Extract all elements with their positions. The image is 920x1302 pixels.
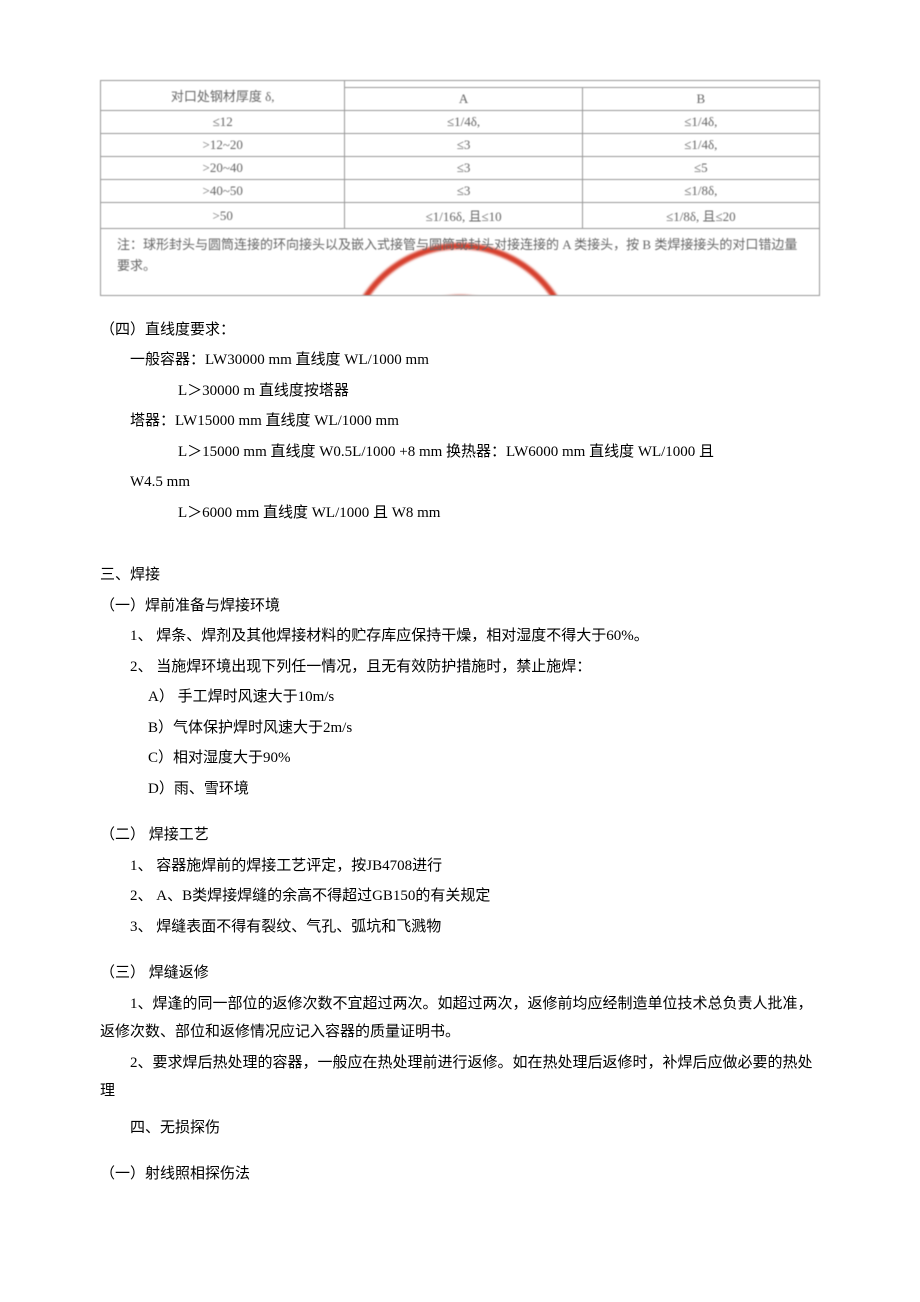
cell-a: ≤1/4δ, xyxy=(345,111,582,134)
col-header-blank xyxy=(345,81,820,88)
document-page: 对口处钢材厚度 δ, A B ≤12 ≤1/4δ, ≤1/4δ, >12~20 … xyxy=(0,0,920,1251)
table-note-row: 注：球形封头与圆筒连接的环向接头以及嵌入式接管与圆筒或封头对接连接的 A 类接头… xyxy=(101,229,820,296)
cell-a: ≤3 xyxy=(345,180,582,203)
table-header-row: 对口处钢材厚度 δ, xyxy=(101,81,820,88)
cell-c1: >50 xyxy=(101,203,345,229)
cell-c1: >40~50 xyxy=(101,180,345,203)
table-row: >40~50 ≤3 ≤1/8δ, xyxy=(101,180,820,203)
cell-c1: >12~20 xyxy=(101,134,345,157)
subheading-repair: （三） 焊缝返修 xyxy=(100,959,820,988)
stamp-fill-icon xyxy=(370,295,550,296)
paragraph: 1、焊逢的同一部位的返修次数不宜超过两次。如超过两次，返修前均应经制造单位技术总… xyxy=(100,990,820,1047)
subheading-prep: （一）焊前准备与焊接环境 xyxy=(100,592,820,621)
table-row: >50 ≤1/16δ, 且≤10 ≤1/8δ, 且≤20 xyxy=(101,203,820,229)
item: 3、 焊缝表面不得有裂纹、气孔、弧坑和飞溅物 xyxy=(100,913,820,942)
misalignment-table: 对口处钢材厚度 δ, A B ≤12 ≤1/4δ, ≤1/4δ, >12~20 … xyxy=(100,80,820,296)
paragraph: 2、要求焊后热处理的容器，一般应在热处理前进行返修。如在热处理后返修时，补焊后应… xyxy=(100,1049,820,1106)
cell-b: ≤1/8δ, xyxy=(582,180,819,203)
line: L＞6000 mm 直线度 WL/1000 且 W8 mm xyxy=(100,499,820,528)
note-label: 注： xyxy=(117,237,143,252)
item: 2、 A、B类焊接焊缝的余高不得超过GB150的有关规定 xyxy=(100,882,820,911)
misalignment-table-wrap: 对口处钢材厚度 δ, A B ≤12 ≤1/4δ, ≤1/4δ, >12~20 … xyxy=(100,80,820,296)
col-header-a: A xyxy=(345,88,582,111)
note-body: 球形封头与圆筒连接的环向接头以及嵌入式接管与圆筒或封头对接连接的 A 类接头，按… xyxy=(117,237,797,273)
item: 1、 焊条、焊剂及其他焊接材料的贮存库应保持干燥，相对湿度不得大于60%。 xyxy=(100,622,820,651)
cell-c1: >20~40 xyxy=(101,157,345,180)
subitem: A） 手工焊时风速大于10m/s xyxy=(100,683,820,712)
cell-a: ≤3 xyxy=(345,157,582,180)
col-header-thickness: 对口处钢材厚度 δ, xyxy=(101,81,345,111)
table-row: ≤12 ≤1/4δ, ≤1/4δ, xyxy=(101,111,820,134)
heading-4: （四）直线度要求： xyxy=(100,316,820,345)
section-straightness: （四）直线度要求： 一般容器：LW30000 mm 直线度 WL/1000 mm… xyxy=(100,316,820,528)
line: 塔器：LW15000 mm 直线度 WL/1000 mm xyxy=(100,407,820,436)
subheading-radiograph: （一）射线照相探伤法 xyxy=(100,1160,820,1189)
cell-c1: ≤12 xyxy=(101,111,345,134)
table-row: >12~20 ≤3 ≤1/4δ, xyxy=(101,134,820,157)
cell-a: ≤3 xyxy=(345,134,582,157)
table-note-text: 注：球形封头与圆筒连接的环向接头以及嵌入式接管与圆筒或封头对接连接的 A 类接头… xyxy=(111,235,809,277)
table-note-cell: 注：球形封头与圆筒连接的环向接头以及嵌入式接管与圆筒或封头对接连接的 A 类接头… xyxy=(101,229,820,296)
subheading-process: （二） 焊接工艺 xyxy=(100,821,820,850)
subitem: C）相对湿度大于90% xyxy=(100,744,820,773)
line: W4.5 mm xyxy=(100,468,820,497)
col-header-b: B xyxy=(582,88,819,111)
cell-b: ≤5 xyxy=(582,157,819,180)
section-welding: 三、焊接 （一）焊前准备与焊接环境 1、 焊条、焊剂及其他焊接材料的贮存库应保持… xyxy=(100,561,820,1106)
cell-b: ≤1/8δ, 且≤20 xyxy=(582,203,819,229)
item: 2、 当施焊环境出现下列任一情况，且无有效防护措施时，禁止施焊： xyxy=(100,653,820,682)
subitem: D）雨、雪环境 xyxy=(100,775,820,804)
table-row: >20~40 ≤3 ≤5 xyxy=(101,157,820,180)
heading-ndt: 四、无损探伤 xyxy=(100,1114,820,1143)
heading-welding: 三、焊接 xyxy=(100,561,820,590)
item: 1、 容器施焊前的焊接工艺评定，按JB4708进行 xyxy=(100,852,820,881)
cell-b: ≤1/4δ, xyxy=(582,134,819,157)
line: L＞15000 mm 直线度 W0.5L/1000 +8 mm 换热器：LW60… xyxy=(100,438,820,467)
subitem: B）气体保护焊时风速大于2m/s xyxy=(100,714,820,743)
cell-a: ≤1/16δ, 且≤10 xyxy=(345,203,582,229)
line: 一般容器：LW30000 mm 直线度 WL/1000 mm xyxy=(100,346,820,375)
cell-b: ≤1/4δ, xyxy=(582,111,819,134)
line: L＞30000 m 直线度按塔器 xyxy=(100,377,820,406)
